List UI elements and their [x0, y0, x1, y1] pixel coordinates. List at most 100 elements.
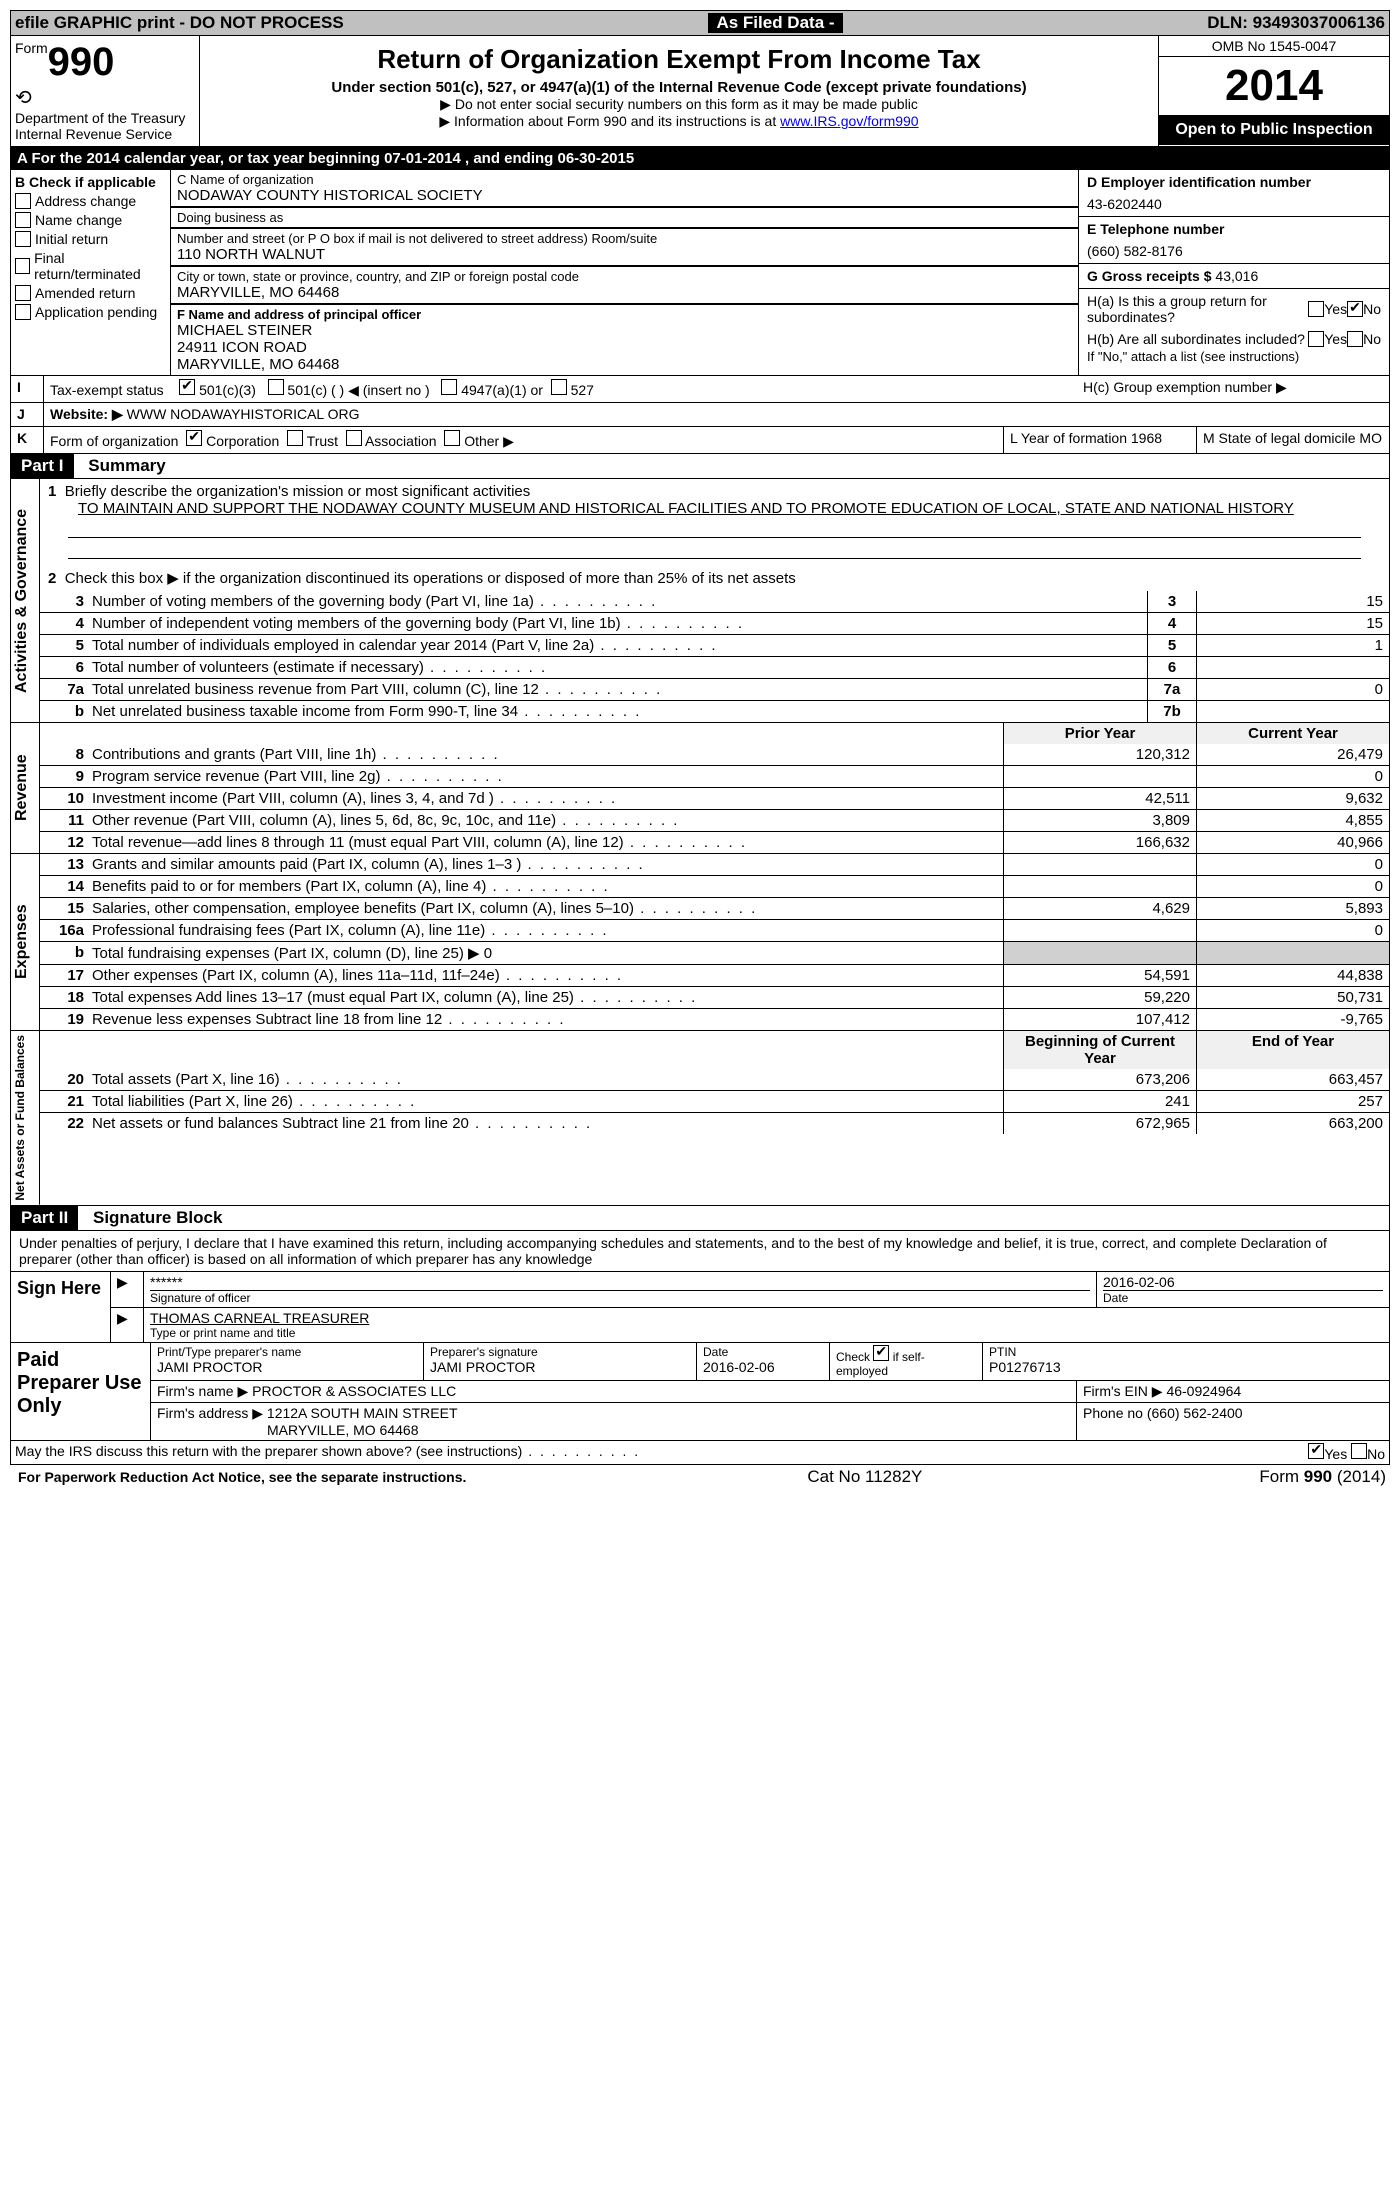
- row-desc: Total revenue—add lines 8 through 11 (mu…: [88, 832, 1003, 853]
- officer-name: MICHAEL STEINER: [177, 322, 1072, 339]
- eoy-header: End of Year: [1196, 1031, 1389, 1069]
- cb-assoc[interactable]: [346, 430, 362, 446]
- firm-ein-label: Firm's EIN ▶: [1083, 1383, 1163, 1399]
- cb-527[interactable]: [551, 379, 567, 395]
- cb-4947[interactable]: [441, 379, 457, 395]
- row-box: 5: [1147, 635, 1196, 656]
- cb-501c3[interactable]: [179, 379, 195, 395]
- row-desc: Other expenses (Part IX, column (A), lin…: [88, 965, 1003, 986]
- row-box: 6: [1147, 657, 1196, 678]
- cb-ha-no[interactable]: [1347, 301, 1363, 317]
- mission-line-blank2: [68, 540, 1361, 559]
- cb-hb-no[interactable]: [1347, 331, 1363, 347]
- cb-label-amended: Amended return: [35, 285, 135, 301]
- cb-initial[interactable]: [15, 231, 31, 247]
- cb-label-name: Name change: [35, 212, 122, 228]
- cb-name-change[interactable]: [15, 212, 31, 228]
- yes-label: Yes: [1324, 1446, 1347, 1462]
- prep-sig: JAMI PROCTOR: [430, 1359, 690, 1375]
- row-cy: 4,855: [1196, 810, 1389, 831]
- opt-4947: 4947(a)(1) or: [461, 382, 543, 398]
- row-desc: Contributions and grants (Part VIII, lin…: [88, 744, 1003, 765]
- cb-amended[interactable]: [15, 285, 31, 301]
- year-formation: L Year of formation 1968: [1004, 427, 1197, 453]
- summary-row: 4 Number of independent voting members o…: [40, 612, 1389, 634]
- line1-label: Briefly describe the organization's miss…: [65, 483, 531, 500]
- row-desc: Revenue less expenses Subtract line 18 f…: [88, 1009, 1003, 1030]
- preparer-block: Paid Preparer Use Only Print/Type prepar…: [10, 1343, 1390, 1441]
- top-bar: efile GRAPHIC print - DO NOT PROCESS As …: [10, 10, 1390, 36]
- row-cy: [1196, 942, 1389, 964]
- cb-corp[interactable]: [186, 430, 202, 446]
- opt-trust: Trust: [307, 433, 338, 449]
- irs-link[interactable]: www.IRS.gov/form990: [780, 113, 919, 129]
- paperwork-notice: For Paperwork Reduction Act Notice, see …: [14, 1467, 470, 1487]
- summary-row: 3 Number of voting members of the govern…: [40, 591, 1389, 612]
- prep-name-label: Print/Type preparer's name: [157, 1345, 417, 1359]
- cb-other[interactable]: [444, 430, 460, 446]
- rev-label: Revenue: [11, 723, 40, 853]
- gov-label: Activities & Governance: [11, 479, 40, 722]
- cb-label-address: Address change: [35, 193, 136, 209]
- firm-addr1: 1212A SOUTH MAIN STREET: [267, 1405, 458, 1421]
- summary-row: 7a Total unrelated business revenue from…: [40, 678, 1389, 700]
- exp-label: Expenses: [11, 854, 40, 1030]
- ptin-label: PTIN: [989, 1345, 1383, 1359]
- row-desc: Benefits paid to or for members (Part IX…: [88, 876, 1003, 897]
- cb-discuss-yes[interactable]: [1308, 1443, 1324, 1459]
- prep-sig-label: Preparer's signature: [430, 1345, 690, 1359]
- cb-self-emp[interactable]: [873, 1345, 889, 1361]
- top-bar-right: DLN: 93493037006136: [1207, 13, 1385, 33]
- row-desc: Grants and similar amounts paid (Part IX…: [88, 854, 1003, 875]
- row-cy: -9,765: [1196, 1009, 1389, 1030]
- ptin-value: P01276713: [989, 1359, 1383, 1375]
- gov-section: Activities & Governance 1 Briefly descri…: [10, 479, 1390, 723]
- row-val: 15: [1196, 591, 1389, 612]
- col-b-title: B Check if applicable: [15, 174, 166, 190]
- firm-addr2: MARYVILLE, MO 64468: [267, 1422, 418, 1438]
- cb-trust[interactable]: [287, 430, 303, 446]
- col-c: C Name of organizationNODAWAY COUNTY HIS…: [171, 170, 1079, 375]
- row-desc: Total assets (Part X, line 16): [88, 1069, 1003, 1090]
- cy-header: Current Year: [1196, 723, 1389, 744]
- mission-line-blank1: [68, 519, 1361, 538]
- top-bar-mid: As Filed Data -: [708, 13, 842, 33]
- cb-final[interactable]: [15, 258, 30, 274]
- ha-label: H(a) Is this a group return for subordin…: [1087, 293, 1308, 325]
- row-i: I Tax-exempt status 501(c)(3) 501(c) ( )…: [10, 376, 1390, 403]
- officer-label: F Name and address of principal officer: [177, 307, 1072, 322]
- cb-ha-yes[interactable]: [1308, 301, 1324, 317]
- cb-501c[interactable]: [268, 379, 284, 395]
- signature-block: Under penalties of perjury, I declare th…: [10, 1231, 1390, 1343]
- open-to-public: Open to Public Inspection: [1159, 115, 1389, 145]
- form-note2: ▶ Information about Form 990 and its ins…: [439, 113, 780, 129]
- row-cy: 0: [1196, 920, 1389, 941]
- prep-date: 2016-02-06: [703, 1359, 823, 1375]
- col-d: D Employer identification number43-62024…: [1079, 170, 1389, 375]
- row-num: 9: [40, 766, 88, 787]
- row-k: K Form of organization Corporation Trust…: [10, 427, 1390, 454]
- prep-date-label: Date: [703, 1345, 823, 1359]
- row-cy: 40,966: [1196, 832, 1389, 853]
- net-label: Net Assets or Fund Balances: [11, 1031, 40, 1205]
- row-i-text: Tax-exempt status: [50, 382, 164, 398]
- cb-address-change[interactable]: [15, 193, 31, 209]
- net-row: 21 Total liabilities (Part X, line 26) 2…: [40, 1090, 1389, 1112]
- cb-pending[interactable]: [15, 304, 31, 320]
- phone-label: E Telephone number: [1087, 221, 1381, 237]
- row-num: 22: [40, 1113, 88, 1134]
- row-desc: Other revenue (Part VIII, column (A), li…: [88, 810, 1003, 831]
- officer-printed: THOMAS CARNEAL TREASURER: [150, 1310, 1383, 1326]
- row-num: 21: [40, 1091, 88, 1112]
- rev-section: Revenue Prior Year Current Year 8 Contri…: [10, 723, 1390, 854]
- cb-hb-yes[interactable]: [1308, 331, 1324, 347]
- cb-label-initial: Initial return: [35, 231, 108, 247]
- info-grid: B Check if applicable Address change Nam…: [10, 170, 1390, 376]
- row-py: [1003, 920, 1196, 941]
- row-py: 673,206: [1003, 1069, 1196, 1090]
- org-name: NODAWAY COUNTY HISTORICAL SOCIETY: [177, 187, 1072, 204]
- cb-discuss-no[interactable]: [1351, 1443, 1367, 1459]
- row-cy: 257: [1196, 1091, 1389, 1112]
- hb-label: H(b) Are all subordinates included?: [1087, 331, 1308, 347]
- row-num: 11: [40, 810, 88, 831]
